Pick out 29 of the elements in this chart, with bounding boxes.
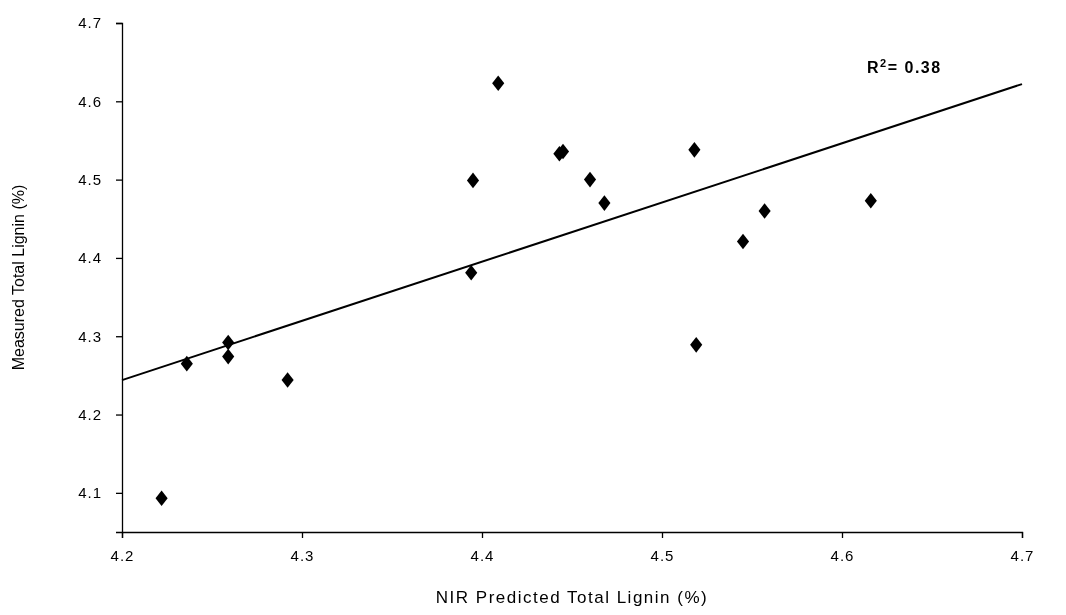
y-tick-label: 4.6 [78, 92, 102, 110]
point [222, 348, 235, 365]
point [864, 192, 877, 209]
point [690, 337, 703, 353]
annotation: R$^{2}$= 0.38 [867, 57, 942, 76]
x-tick-label: 4.3 [290, 546, 315, 564]
point [466, 172, 480, 189]
point [465, 265, 478, 281]
y-tick-label: 4.3 [78, 327, 102, 345]
point [758, 203, 771, 219]
y-tick-label: 4.1 [78, 484, 102, 502]
x-tick-label: 4.5 [650, 546, 675, 564]
y-tick-label: 4.7 [78, 14, 102, 32]
point [492, 75, 505, 92]
x-tick-label: 4.2 [110, 546, 135, 564]
y-tick-label: 4.5 [78, 170, 102, 188]
y-axis-title: Measured Total Lignin (%) [10, 184, 27, 371]
x-tick-label: 4.7 [1010, 546, 1035, 564]
point [155, 490, 168, 507]
x-tick-label: 4.4 [470, 546, 495, 564]
y-tick-label: 4.2 [78, 405, 102, 423]
point [736, 233, 750, 250]
point [688, 142, 701, 158]
x-tick-label: 4.6 [830, 546, 855, 564]
y-tick-label: 4.4 [78, 249, 102, 267]
point [281, 372, 294, 388]
point [598, 195, 611, 211]
x-axis-title: NIR Predicted Total Lignin (%) [435, 588, 709, 607]
point [583, 171, 597, 188]
